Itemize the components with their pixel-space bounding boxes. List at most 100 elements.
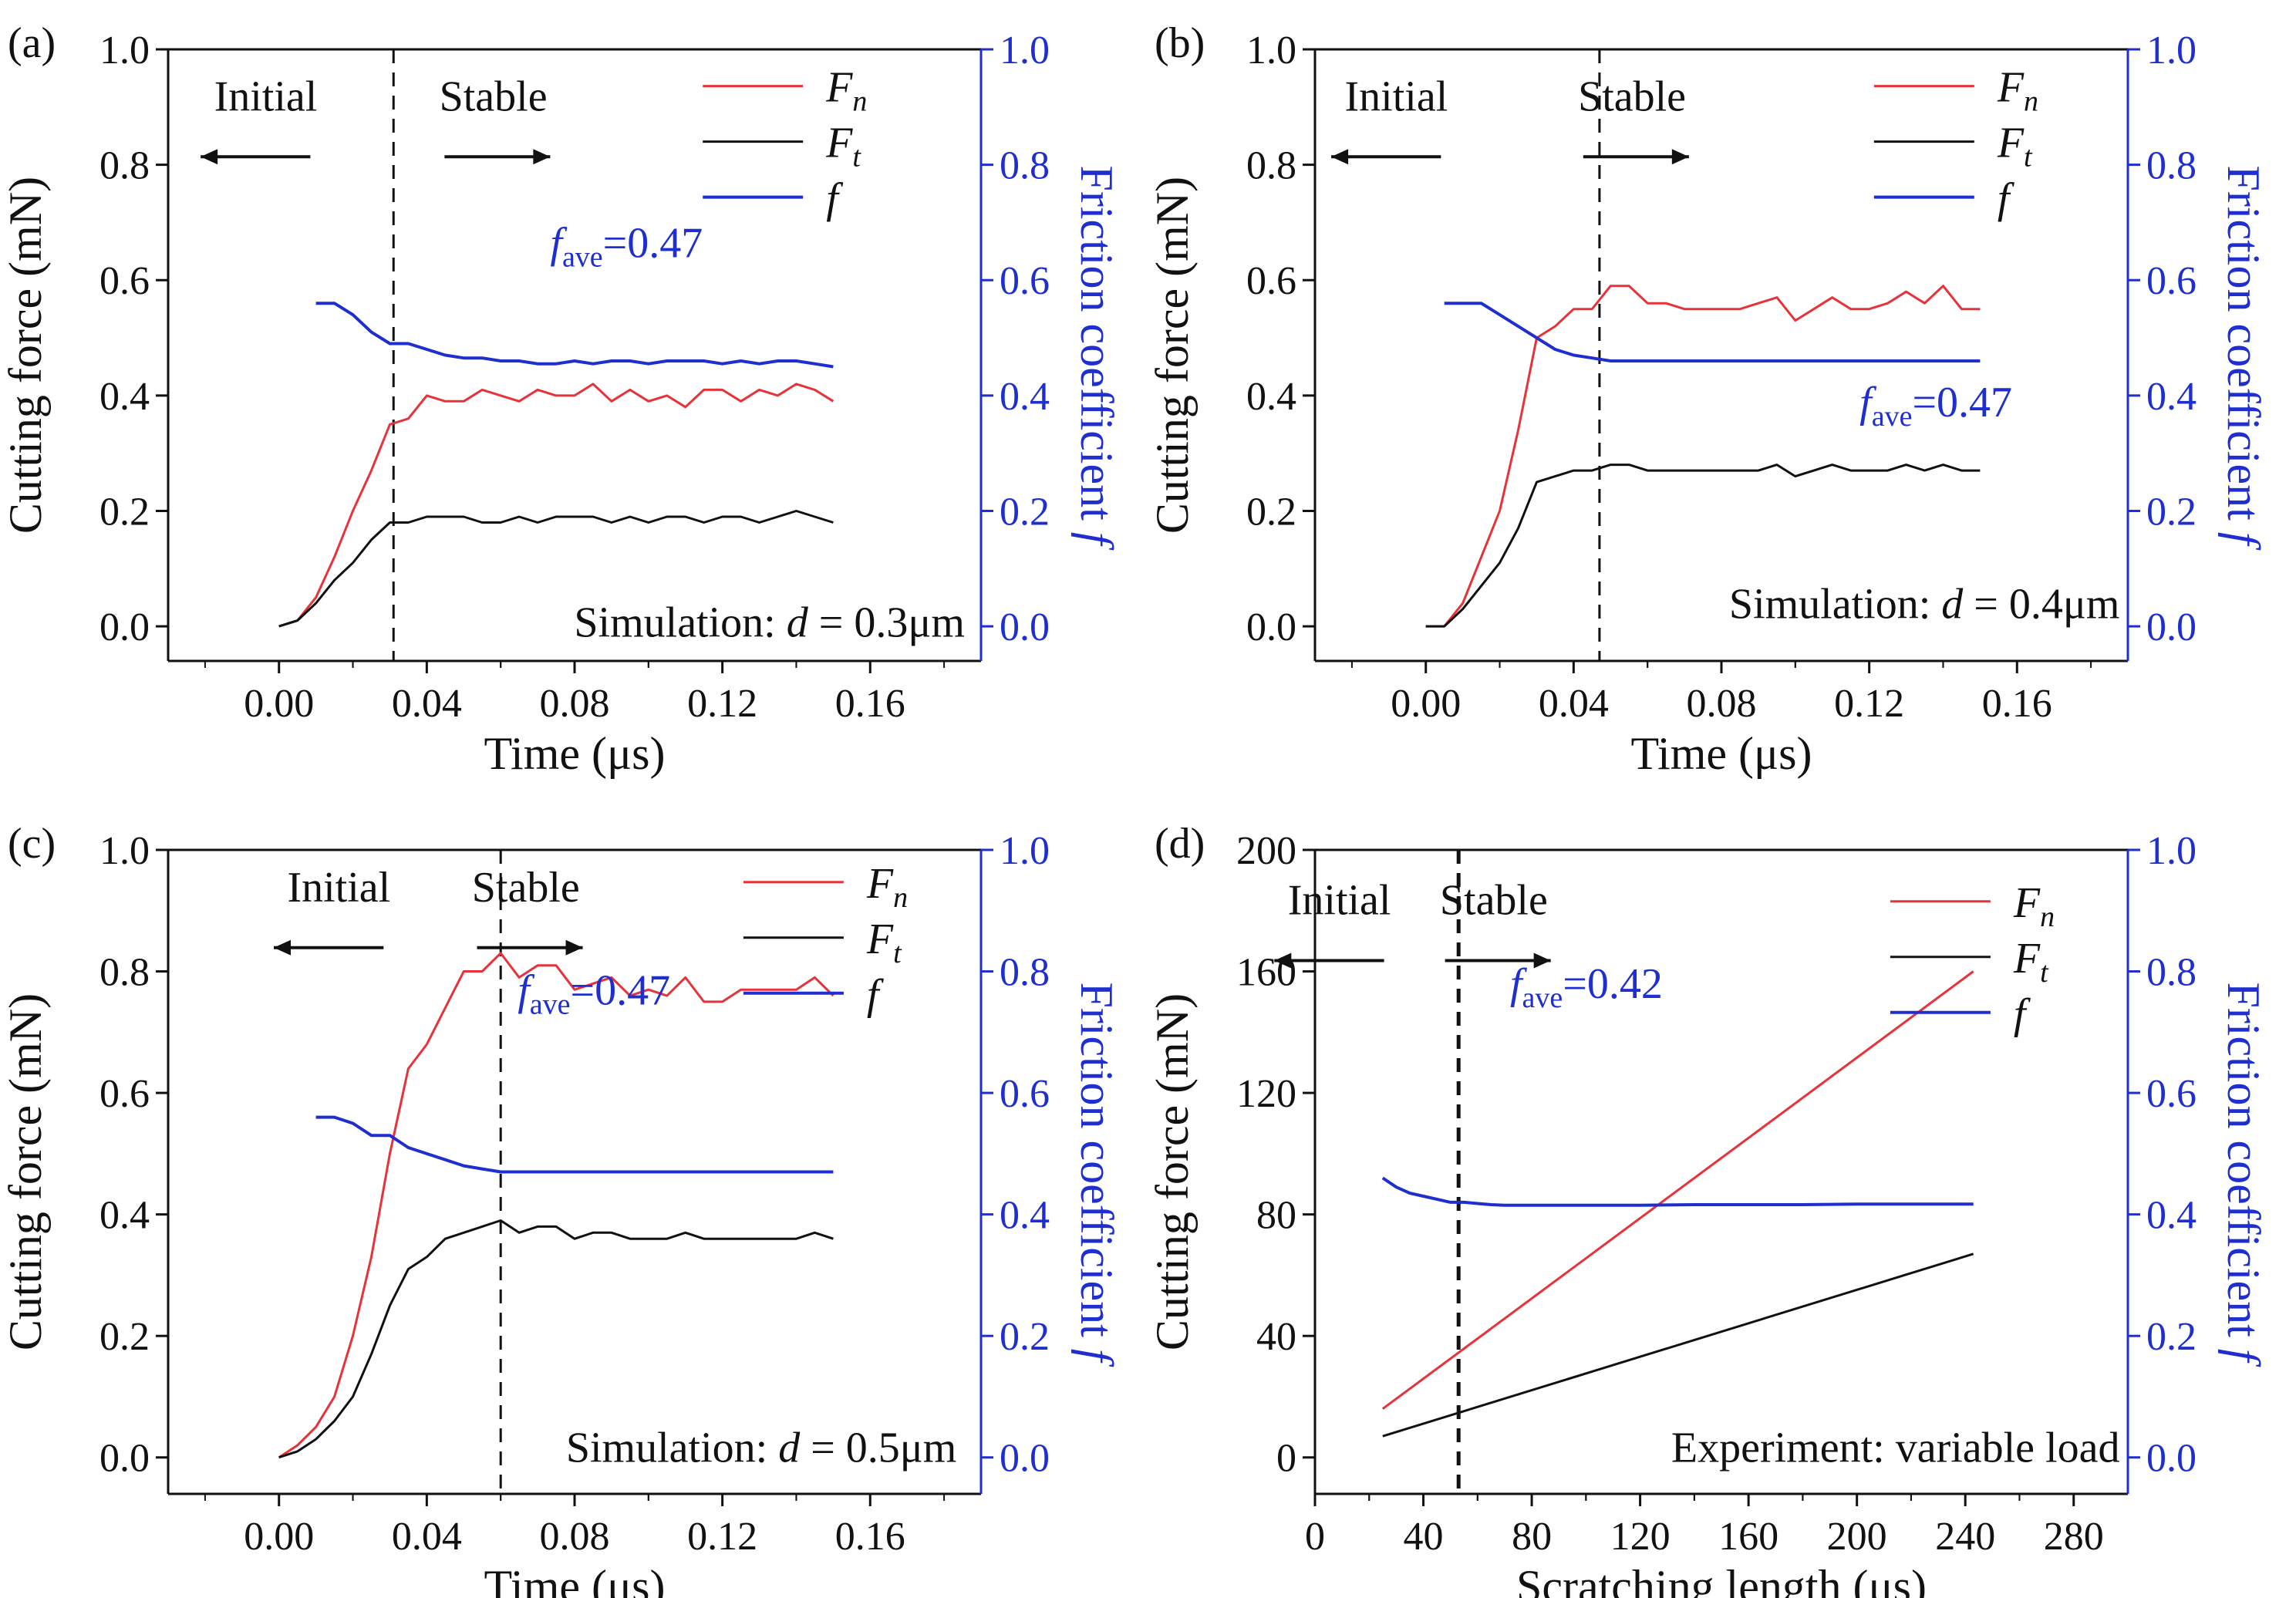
- y-right-tick-label: 0.4: [1000, 1194, 1050, 1238]
- y-left-tick-label: 0.0: [99, 605, 150, 649]
- y-left-tick-label: 0.4: [99, 1194, 150, 1238]
- x-tick-label: 0.00: [244, 1515, 314, 1559]
- x-tick-label: 0.04: [392, 682, 462, 726]
- x-axis-title: Time (μs): [484, 728, 666, 779]
- legend-label-Ft: Ft: [2013, 935, 2049, 989]
- y-left-axis-title: Cutting force (mN): [1147, 177, 1198, 534]
- series-line-Ft: [1382, 1252, 1974, 1438]
- y-left-tick-label: 1.0: [1246, 29, 1296, 72]
- y-left-tick-label: 0.2: [1246, 490, 1296, 534]
- y-left-tick-label: 0.6: [99, 1072, 150, 1116]
- phase-initial-label: Initial: [1345, 72, 1448, 120]
- y-left-axis-title: Cutting force (mN): [0, 993, 51, 1350]
- series-line-f: [315, 302, 834, 369]
- y-left-tick-label: 40: [1256, 1315, 1296, 1359]
- condition-annotation: Simulation: d = 0.5μm: [566, 1424, 957, 1472]
- series-line-Fn: [278, 952, 834, 1458]
- y-right-tick-label: 0.0: [1000, 1437, 1050, 1481]
- y-left-tick-label: 0.6: [99, 259, 150, 303]
- fave-label: fave=0.47: [550, 220, 703, 274]
- panel-label: (b): [1155, 19, 1205, 67]
- x-tick-label: 120: [1610, 1515, 1671, 1559]
- y-left-tick-label: 0.0: [99, 1437, 150, 1481]
- phase-stable-label: Stable: [440, 72, 548, 120]
- x-tick-label: 0.16: [835, 1515, 905, 1559]
- x-tick-label: 0.12: [687, 1515, 757, 1559]
- series-line-Fn: [1381, 970, 1974, 1410]
- x-tick-label: 200: [1827, 1515, 1887, 1559]
- y-left-tick-label: 200: [1236, 829, 1296, 873]
- series-line-Ft: [278, 510, 834, 628]
- legend-label-f: f: [2014, 990, 2031, 1038]
- series-line-f: [1381, 1176, 1974, 1207]
- legend-label-f: f: [867, 971, 885, 1019]
- x-tick-label: 160: [1718, 1515, 1778, 1559]
- phase-stable-label: Stable: [472, 864, 580, 912]
- x-tick-label: 0.08: [1687, 682, 1757, 726]
- y-right-tick-label: 0.6: [2146, 259, 2197, 303]
- y-left-tick-label: 0.4: [1246, 375, 1296, 419]
- legend-label-f: f: [826, 175, 844, 223]
- y-left-tick-label: 0.0: [1246, 605, 1296, 649]
- y-right-tick-label: 1.0: [1000, 29, 1050, 72]
- fave-label: fave=0.47: [518, 966, 670, 1020]
- y-right-tick-label: 0.8: [2146, 144, 2197, 188]
- y-right-axis-title: Friction coefficient f: [2218, 982, 2269, 1367]
- y-left-axis-title: Cutting force (mN): [1147, 993, 1198, 1350]
- x-tick-label: 0.04: [1539, 682, 1609, 726]
- condition-annotation: Simulation: d = 0.3μm: [574, 598, 965, 646]
- y-right-axis-title: Friction coefficient f: [2218, 165, 2269, 550]
- stable-arrow-icon-head: [1533, 952, 1551, 969]
- series-line-Fn: [278, 383, 834, 628]
- x-axis-title: Scratching length (μs): [1516, 1561, 1927, 1598]
- phase-initial-label: Initial: [287, 864, 390, 912]
- legend-label-Fn: Fn: [866, 860, 908, 914]
- y-left-tick-label: 0.2: [99, 1315, 150, 1359]
- fave-label: fave=0.42: [1510, 960, 1663, 1014]
- x-axis-title: Time (μs): [1631, 728, 1812, 779]
- legend-label-Ft: Ft: [1997, 120, 2033, 174]
- initial-arrow-icon-head: [1274, 952, 1292, 969]
- y-right-tick-label: 0.2: [1000, 1315, 1050, 1359]
- series-line-Fn: [1425, 285, 1981, 628]
- y-right-tick-label: 1.0: [1000, 829, 1050, 873]
- x-tick-label: 0.08: [540, 682, 610, 726]
- x-tick-label: 280: [2044, 1515, 2104, 1559]
- phase-initial-label: Initial: [1288, 877, 1391, 925]
- panel-label: (c): [8, 820, 56, 868]
- y-right-tick-label: 0.2: [1000, 490, 1050, 534]
- x-tick-label: 0.16: [1982, 682, 2052, 726]
- series-line-Ft: [278, 1219, 834, 1459]
- initial-arrow-icon-head: [201, 149, 218, 165]
- chart-panel-d: 0 40 80 120 160 200 240 280040801201602000.00.2…: [1147, 820, 2269, 1598]
- y-left-tick-label: 1.0: [99, 829, 150, 873]
- chart-panel-c: 0.00 0.04 0.08 0.12 0.16 0.0 0.2 0.4 0.6 0.8 1.0 0.…: [0, 820, 1122, 1598]
- series-line-f: [315, 1115, 834, 1174]
- y-right-tick-label: 0.4: [1000, 375, 1050, 419]
- panel-label: (d): [1155, 820, 1205, 868]
- stable-arrow-icon-head: [533, 149, 551, 165]
- panel-label: (a): [8, 19, 56, 67]
- x-tick-label: 80: [1512, 1515, 1552, 1559]
- y-right-tick-label: 0.2: [2146, 1315, 2197, 1359]
- y-right-tick-label: 0.0: [2146, 605, 2197, 649]
- phase-stable-label: Stable: [1440, 877, 1548, 925]
- y-left-tick-label: 0.4: [99, 375, 150, 419]
- x-tick-label: 0.12: [1834, 682, 1904, 726]
- chart-panel-b: 0.00 0.04 0.08 0.12 0.16 0.0 0.2 0.4 0.6 0.8 1.0 0.…: [1147, 19, 2269, 779]
- y-right-tick-label: 1.0: [2146, 29, 2197, 72]
- stable-arrow-icon-head: [1671, 149, 1689, 165]
- phase-stable-label: Stable: [1578, 72, 1686, 120]
- y-left-tick-label: 0.8: [99, 144, 150, 188]
- y-right-tick-label: 0.4: [2146, 1194, 2197, 1238]
- legend-label-f: f: [1998, 175, 2015, 223]
- x-tick-label: 40: [1404, 1515, 1444, 1559]
- y-right-tick-label: 0.8: [2146, 951, 2197, 995]
- x-tick-label: 0.04: [392, 1515, 462, 1559]
- y-left-tick-label: 0.8: [1246, 144, 1296, 188]
- y-right-tick-label: 0.8: [1000, 144, 1050, 188]
- y-right-tick-label: 0.0: [2146, 1437, 2197, 1481]
- y-right-axis-title: Friction coefficient f: [1071, 165, 1122, 550]
- series-line-f: [1444, 302, 1981, 362]
